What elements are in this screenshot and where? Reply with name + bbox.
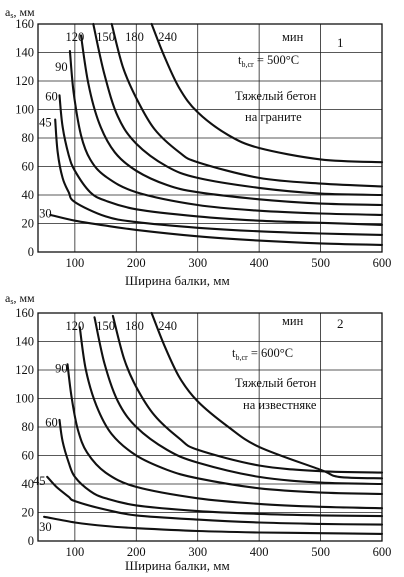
y-tick-label: 100	[15, 103, 34, 117]
curve-label-150: 150	[96, 30, 115, 44]
curve-60-min	[58, 418, 384, 518]
curve-labels: 30 45 60 90 120 150 180 240	[33, 319, 177, 534]
concrete-type-line-1: Тяжелый бетон	[235, 89, 317, 103]
y-tick-label: 100	[15, 392, 34, 406]
y-tick-label: 60	[22, 160, 35, 174]
y-tick-label: 80	[22, 131, 35, 145]
curve-label-150: 150	[96, 319, 115, 333]
curve-30-min	[49, 213, 384, 246]
critical-temperature: tb,cr = 500°C	[238, 53, 299, 69]
curve-120-min	[78, 326, 384, 496]
x-tick-label: 300	[188, 545, 207, 559]
unit-label: мин	[282, 30, 304, 44]
curve-60-min	[58, 94, 384, 226]
curve-label-45: 45	[33, 474, 46, 488]
chart-panel-1: as, мм 100 200 300 400 500 600 0 20 40 60 80 100 120…	[5, 5, 391, 288]
chart-panel-2: as, мм 100 200 300 400 500 600 0 20 40 60 80 100 120…	[5, 291, 391, 573]
curve-30-min	[43, 515, 384, 535]
curve-label-180: 180	[125, 30, 144, 44]
x-tick-label: 500	[311, 545, 330, 559]
panel-number: 1	[337, 35, 344, 50]
curve-label-120: 120	[65, 30, 84, 44]
plot-frame	[37, 312, 383, 542]
concrete-type-line-1: Тяжелый бетон	[235, 376, 317, 390]
curve-label-60: 60	[45, 90, 58, 104]
curves	[49, 22, 384, 246]
y-tick-label: 0	[28, 534, 34, 548]
curve-90-min	[68, 50, 384, 216]
x-tick-label: 400	[250, 545, 269, 559]
y-axis-label: as, мм	[5, 291, 35, 306]
curve-180-min	[110, 22, 384, 188]
curve-240-min	[150, 22, 384, 164]
y-tick-label: 140	[15, 46, 34, 60]
curve-label-45: 45	[39, 115, 52, 129]
curve-label-90: 90	[55, 362, 68, 376]
unit-label: мин	[282, 314, 304, 328]
x-tick-label: 600	[373, 256, 392, 270]
curve-150-min	[93, 316, 384, 486]
y-tick-label: 140	[15, 335, 34, 349]
y-tick-label: 120	[15, 363, 34, 377]
curve-240-min	[150, 311, 384, 480]
curve-label-30: 30	[39, 520, 52, 534]
y-tick-label: 40	[22, 188, 35, 202]
curve-180-min	[111, 314, 384, 474]
x-tick-label: 100	[65, 545, 84, 559]
x-tick-label: 100	[65, 256, 84, 270]
curve-45-min	[46, 475, 384, 526]
x-tick-label: 600	[373, 545, 392, 559]
curve-150-min	[92, 22, 384, 197]
x-tick-label: 300	[188, 256, 207, 270]
x-axis-label: Ширина балки, мм	[125, 558, 230, 573]
y-tick-label: 160	[15, 306, 34, 320]
curve-90-min	[66, 363, 384, 510]
curve-45-min	[54, 118, 384, 236]
x-tick-label: 200	[127, 545, 146, 559]
y-axis-label: as, мм	[5, 5, 35, 20]
curve-label-90: 90	[55, 60, 68, 74]
ticks: 100 200 300 400 500 600 0 20 40 60 80 100 120 140 160	[15, 306, 391, 559]
y-tick-label: 0	[28, 245, 34, 259]
panel-number: 2	[337, 316, 344, 331]
y-tick-label: 120	[15, 74, 34, 88]
concrete-type-line-2: на известняке	[243, 398, 317, 412]
concrete-type-line-2: на граните	[245, 110, 302, 124]
curve-label-30: 30	[39, 207, 52, 221]
grid	[38, 24, 382, 252]
curve-labels: 30 45 60 90 120 150 180 240	[39, 30, 177, 221]
plot-frame	[37, 23, 383, 253]
x-tick-label: 500	[311, 256, 330, 270]
curve-label-240: 240	[158, 30, 177, 44]
y-tick-label: 20	[22, 217, 35, 231]
x-axis-label: Ширина балки, мм	[125, 273, 230, 288]
y-tick-label: 20	[22, 506, 35, 520]
y-tick-label: 160	[15, 17, 34, 31]
y-tick-label: 60	[22, 449, 35, 463]
curves	[43, 311, 384, 535]
curve-label-180: 180	[125, 319, 144, 333]
curve-label-120: 120	[65, 319, 84, 333]
critical-temperature: tb,cr = 600°C	[232, 346, 293, 362]
x-tick-label: 400	[250, 256, 269, 270]
curve-120-min	[79, 34, 384, 207]
grid	[38, 313, 382, 541]
y-tick-label: 80	[22, 420, 35, 434]
y-tick-label: 40	[22, 477, 35, 491]
x-tick-label: 200	[127, 256, 146, 270]
curve-label-240: 240	[158, 319, 177, 333]
curve-label-60: 60	[45, 416, 58, 430]
